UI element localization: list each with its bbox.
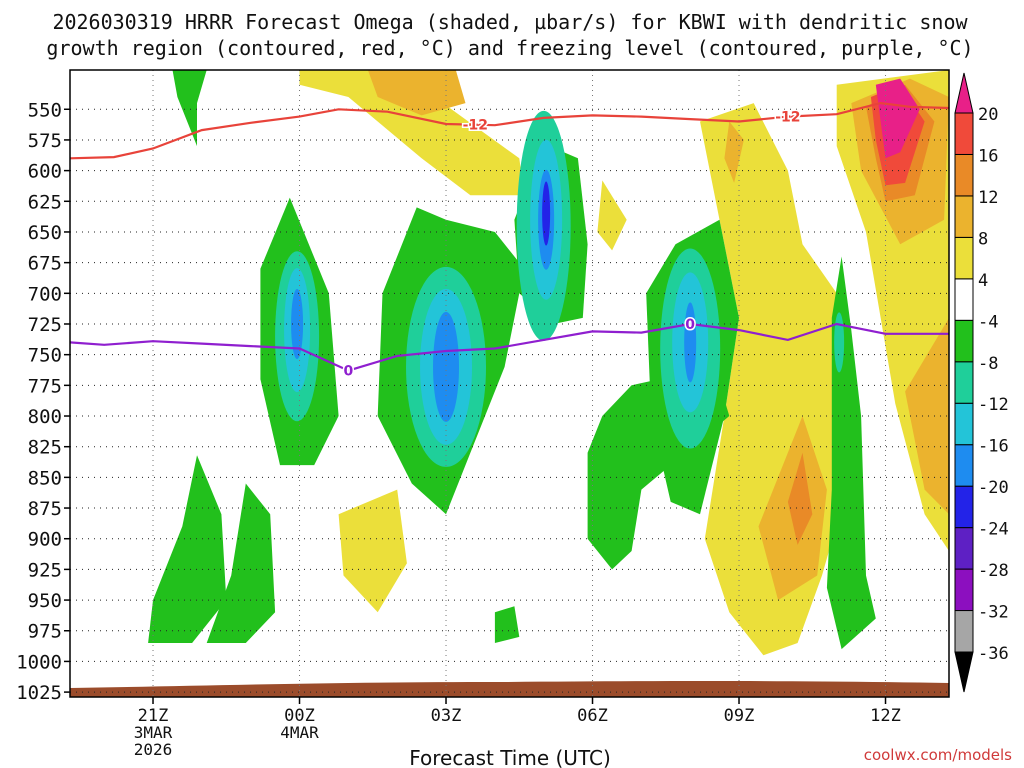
x-tick-date-label: 4MAR xyxy=(280,723,319,742)
omega-region xyxy=(875,78,920,159)
omega-region xyxy=(206,483,276,643)
colorbar-segment xyxy=(954,444,974,487)
y-tick-label: 975 xyxy=(28,621,62,643)
colorbar-label: 8 xyxy=(978,229,988,249)
y-tick-label: 850 xyxy=(28,467,62,489)
colorbar-label: 4 xyxy=(978,271,988,291)
dgz-minus12-line xyxy=(70,101,949,160)
y-tick-label: 875 xyxy=(28,498,62,520)
y-tick-label: 750 xyxy=(28,345,62,367)
colorbar-segment xyxy=(954,278,974,321)
colorbar-label: -36 xyxy=(978,644,1009,664)
omega-region xyxy=(433,311,460,422)
x-tick-label: 03Z xyxy=(431,706,462,726)
x-tick-label: 12Z xyxy=(870,706,901,726)
terrain-fill xyxy=(70,681,949,697)
omega-region xyxy=(494,606,520,643)
plot-frame xyxy=(69,69,950,698)
omega-region xyxy=(905,317,949,515)
omega-region xyxy=(338,489,407,613)
colorbar-segment xyxy=(954,610,974,653)
omega-region xyxy=(299,70,525,196)
y-tick-label: 575 xyxy=(28,130,62,152)
colorbar-label: -20 xyxy=(978,478,1009,498)
x-tick-label: 00Z xyxy=(284,706,315,726)
colorbar-segment xyxy=(954,527,974,570)
colorbar-label: -24 xyxy=(978,520,1009,540)
y-tick-label: 550 xyxy=(28,99,62,121)
colorbar-label: -16 xyxy=(978,437,1009,457)
colorbar-segment xyxy=(954,402,974,446)
x-axis-label: Forecast Time (UTC) xyxy=(409,746,611,768)
colorbar-segment xyxy=(954,568,974,612)
x-tick-date-label: 2026 xyxy=(134,740,173,759)
x-tick-label: 21Z xyxy=(138,706,169,726)
omega-region xyxy=(367,70,466,116)
y-tick-label: 675 xyxy=(28,253,62,275)
colorbar-label: -28 xyxy=(978,561,1009,581)
omega-shading xyxy=(148,70,949,656)
dgz-minus12-label: -12 xyxy=(775,110,800,126)
omega-region xyxy=(542,181,551,246)
omega-region xyxy=(597,180,627,251)
colorbar-label: -8 xyxy=(978,354,998,374)
x-tick-label: 06Z xyxy=(577,706,608,726)
omega-region xyxy=(291,288,304,359)
freezing-level-line xyxy=(70,322,949,372)
chart-title-line-2: growth region (contoured, red, °C) and f… xyxy=(46,36,973,60)
dgz-minus12-label: -12 xyxy=(463,118,488,134)
y-tick-label: 600 xyxy=(28,161,62,183)
y-tick-label: 1025 xyxy=(16,682,62,704)
omega-region xyxy=(826,256,876,650)
y-tick-label: 800 xyxy=(28,406,62,428)
freezing-level-label: 0 xyxy=(685,317,695,333)
y-tick-label: 825 xyxy=(28,437,62,459)
y-tick-label: 775 xyxy=(28,375,62,397)
x-tick-label: 09Z xyxy=(724,706,755,726)
y-tick-label: 925 xyxy=(28,559,62,581)
colorbar-segment xyxy=(954,112,974,155)
x-tick-date-label: 3MAR xyxy=(134,723,173,742)
colorbar-label: 20 xyxy=(978,105,998,125)
y-tick-label: 950 xyxy=(28,590,62,612)
colorbar: -36 -32 -28 -24 -20 -16 -12 -8 -4 4 8 12 16 20 xyxy=(954,72,1009,693)
colorbar-segment xyxy=(954,361,974,404)
omega-region xyxy=(148,455,227,643)
colorbar-segment xyxy=(954,319,974,363)
colorbar-segment xyxy=(954,485,974,529)
omega-region xyxy=(684,302,697,383)
y-tick-label: 725 xyxy=(28,314,62,336)
grid-lines xyxy=(70,70,949,697)
y-tick-label: 900 xyxy=(28,529,62,551)
colorbar-label: -12 xyxy=(978,395,1009,415)
y-axis: 550 575 600 625 650 675 700 725 750 775 800 825 850 8… xyxy=(16,99,70,704)
colorbar-label: 16 xyxy=(978,146,998,166)
y-tick-label: 625 xyxy=(28,191,62,213)
omega-region xyxy=(787,452,813,545)
credit-text: coolwx.com/models xyxy=(863,746,1012,764)
colorbar-segment xyxy=(954,195,974,238)
colorbar-label: 12 xyxy=(978,188,998,208)
chart-title: 2026030319 HRRR Forecast Omega (shaded, … xyxy=(46,10,973,60)
y-tick-label: 650 xyxy=(28,222,62,244)
contour-lines: -12 -12 0 0 xyxy=(70,101,949,381)
colorbar-label: -32 xyxy=(978,603,1009,623)
colorbar-arrow-low xyxy=(954,651,974,693)
colorbar-arrow-high xyxy=(954,72,974,114)
omega-region xyxy=(724,121,744,183)
colorbar-segment xyxy=(954,153,974,197)
omega-region xyxy=(834,312,845,373)
colorbar-label: -4 xyxy=(978,312,998,332)
chart-title-line-1: 2026030319 HRRR Forecast Omega (shaded, … xyxy=(52,10,968,34)
colorbar-segment xyxy=(954,236,974,280)
y-tick-label: 1000 xyxy=(16,651,62,673)
omega-region xyxy=(172,70,207,147)
y-tick-label: 700 xyxy=(28,283,62,305)
freezing-level-label: 0 xyxy=(343,364,353,380)
